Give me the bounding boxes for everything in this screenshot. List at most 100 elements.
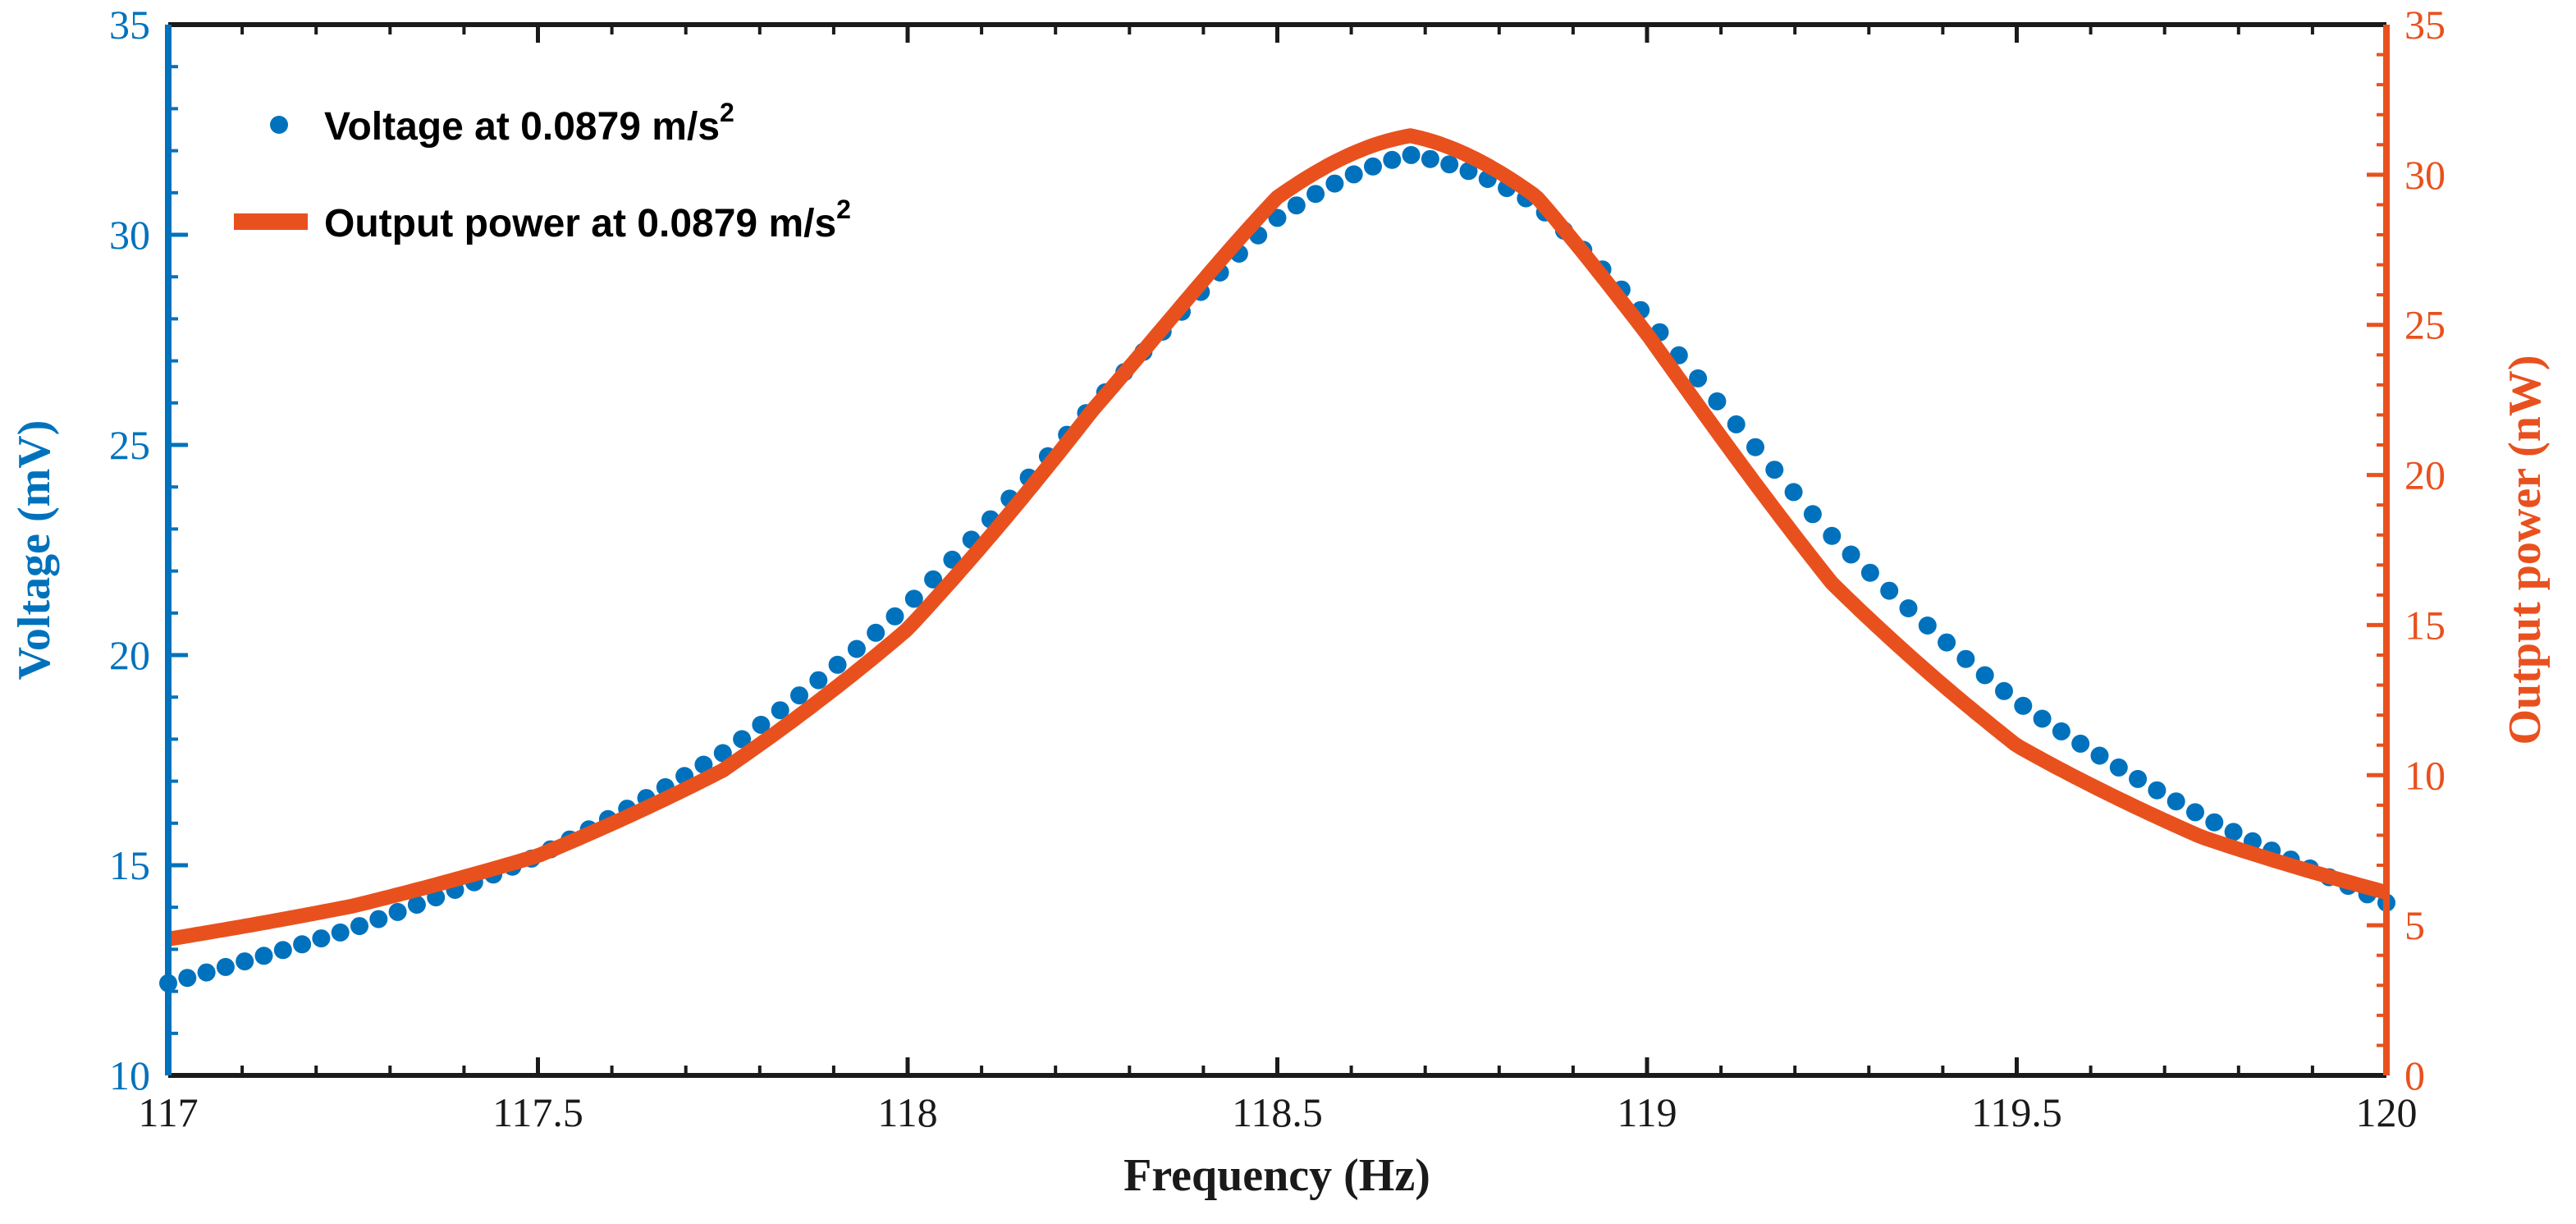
right-y-axis-ticks: 0 5 10 15 20 25 30 35 [2367, 2, 2446, 1098]
voltage-point [1689, 369, 1708, 387]
voltage-point [216, 957, 235, 976]
voltage-point [847, 640, 866, 658]
voltage-point [1803, 505, 1822, 524]
x-tick-label: 119.5 [1971, 1089, 2062, 1135]
right-y-tick-label: 25 [2404, 302, 2446, 348]
power-series-line [166, 128, 2389, 947]
left-y-tick-label: 35 [109, 2, 150, 48]
voltage-point [293, 935, 312, 954]
voltage-point [1708, 392, 1727, 410]
voltage-point [1995, 681, 2013, 700]
voltage-point [236, 952, 254, 971]
voltage-point [2033, 709, 2052, 728]
x-tick-label: 118.5 [1232, 1089, 1323, 1135]
series-layer [159, 128, 2395, 992]
voltage-point [2148, 781, 2166, 800]
voltage-point [694, 755, 713, 774]
plot-area [168, 25, 2386, 1075]
voltage-point [2205, 813, 2224, 832]
voltage-point [924, 570, 943, 589]
voltage-point [1746, 438, 1764, 456]
voltage-point [407, 896, 426, 915]
voltage-point [2224, 823, 2243, 841]
x-axis-ticks: 117 117.5 118 118.5 119 119.5 120 [138, 25, 2418, 1135]
right-y-tick-label: 20 [2404, 452, 2446, 498]
voltage-point [1306, 185, 1325, 204]
voltage-point [1727, 415, 1746, 433]
x-tick-label: 120 [2356, 1089, 2418, 1135]
legend-power-superscript: 2 [836, 195, 851, 224]
voltage-point [1268, 209, 1287, 227]
voltage-point [312, 929, 331, 948]
voltage-point [1421, 149, 1439, 168]
left-y-tick-label: 20 [109, 632, 150, 678]
voltage-point [790, 686, 808, 705]
legend-voltage-marker [270, 116, 288, 134]
voltage-point [254, 947, 273, 965]
voltage-point [867, 623, 885, 642]
voltage-point [828, 655, 847, 674]
voltage-point [350, 917, 368, 936]
voltage-point [904, 589, 923, 608]
legend-power-label: Output power at 0.0879 m/s2 [324, 195, 851, 245]
right-y-tick-label: 15 [2404, 602, 2446, 648]
voltage-point [1975, 666, 1994, 685]
voltage-point [733, 730, 752, 749]
left-y-tick-label: 25 [109, 422, 150, 468]
voltage-point [771, 701, 789, 720]
voltage-point [331, 923, 350, 942]
voltage-point [369, 910, 388, 928]
voltage-point [1765, 461, 1784, 479]
x-tick-label: 117 [138, 1089, 198, 1135]
left-y-tick-label: 10 [109, 1052, 150, 1098]
right-y-tick-label: 35 [2404, 2, 2446, 48]
voltage-point [2052, 722, 2070, 740]
right-y-axis-title: Output power (nW) [2500, 355, 2551, 745]
x-axis-title: Frequency (Hz) [1123, 1150, 1430, 1201]
legend-voltage-superscript: 2 [720, 98, 734, 127]
legend: Voltage at 0.0879 m/s2 Output power at 0… [234, 98, 851, 245]
right-y-tick-label: 30 [2404, 152, 2446, 198]
voltage-point [1860, 563, 1879, 582]
voltage-point [1880, 581, 1899, 600]
right-y-tick-label: 10 [2404, 752, 2446, 798]
voltage-point [1459, 162, 1478, 181]
voltage-point [1956, 649, 1975, 668]
left-y-tick-label: 30 [109, 212, 150, 258]
voltage-point [713, 744, 732, 763]
x-tick-label: 118 [877, 1089, 937, 1135]
voltage-point [1364, 157, 1382, 176]
voltage-point [1440, 155, 1459, 174]
right-y-tick-label: 0 [2404, 1052, 2425, 1098]
voltage-point [1287, 196, 1306, 215]
voltage-point [2090, 746, 2109, 765]
voltage-point [1918, 617, 1937, 635]
voltage-point [1899, 599, 1918, 617]
voltage-point [2014, 696, 2033, 715]
voltage-point [2071, 734, 2090, 753]
voltage-point [1383, 150, 1402, 169]
left-y-axis-title: Voltage (mV) [9, 420, 60, 681]
x-tick-label: 117.5 [492, 1089, 583, 1135]
voltage-point [197, 963, 216, 982]
voltage-point [1823, 526, 1842, 545]
voltage-point [2129, 769, 2148, 788]
voltage-point [1344, 165, 1363, 184]
voltage-point [1784, 483, 1803, 502]
voltage-point [178, 969, 197, 988]
left-y-tick-label: 15 [109, 842, 150, 888]
voltage-point [1402, 145, 1421, 164]
right-y-tick-label: 5 [2404, 902, 2425, 948]
voltage-point [273, 941, 292, 960]
voltage-point [2166, 792, 2185, 811]
voltage-point [1842, 545, 1860, 564]
voltage-point [2186, 803, 2204, 822]
legend-voltage-label: Voltage at 0.0879 m/s2 [324, 98, 734, 149]
voltage-point [1325, 174, 1344, 193]
voltage-point [752, 715, 771, 734]
x-tick-label: 119 [1617, 1089, 1677, 1135]
voltage-point [2109, 758, 2128, 777]
voltage-point [809, 671, 828, 690]
voltage-point [885, 607, 904, 626]
